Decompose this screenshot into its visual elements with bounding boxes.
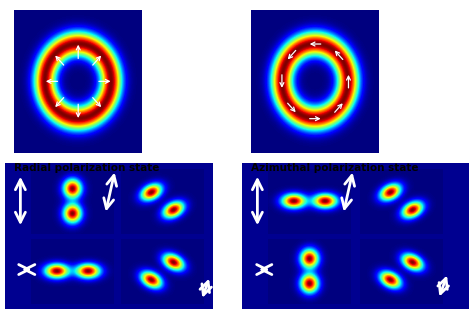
Text: Radial polarization state: Radial polarization state: [14, 163, 160, 173]
Text: Azimuthal polarization state: Azimuthal polarization state: [251, 163, 419, 173]
